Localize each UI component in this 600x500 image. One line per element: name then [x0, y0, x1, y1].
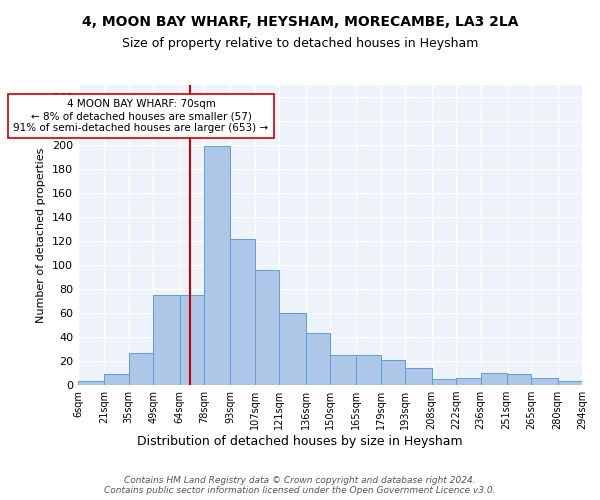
- Bar: [481, 373, 507, 385]
- Bar: [431, 379, 456, 385]
- Bar: [230, 238, 255, 385]
- Text: Distribution of detached houses by size in Heysham: Distribution of detached houses by size …: [137, 435, 463, 448]
- Bar: [153, 295, 179, 385]
- Bar: [405, 368, 431, 385]
- Text: Size of property relative to detached houses in Heysham: Size of property relative to detached ho…: [122, 38, 478, 51]
- Bar: [381, 360, 405, 385]
- Bar: [104, 374, 129, 385]
- Text: 4 MOON BAY WHARF: 70sqm
← 8% of detached houses are smaller (57)
91% of semi-det: 4 MOON BAY WHARF: 70sqm ← 8% of detached…: [13, 100, 269, 132]
- Text: Contains HM Land Registry data © Crown copyright and database right 2024.
Contai: Contains HM Land Registry data © Crown c…: [104, 476, 496, 495]
- Bar: [78, 382, 104, 385]
- Bar: [557, 382, 582, 385]
- Y-axis label: Number of detached properties: Number of detached properties: [37, 148, 46, 322]
- Bar: [255, 270, 279, 385]
- Bar: [531, 378, 557, 385]
- Text: 4, MOON BAY WHARF, HEYSHAM, MORECAMBE, LA3 2LA: 4, MOON BAY WHARF, HEYSHAM, MORECAMBE, L…: [82, 15, 518, 29]
- Bar: [179, 295, 204, 385]
- Bar: [279, 313, 305, 385]
- Bar: [305, 334, 330, 385]
- Bar: [204, 146, 230, 385]
- Bar: [456, 378, 481, 385]
- Bar: [507, 374, 531, 385]
- Bar: [129, 352, 153, 385]
- Bar: [356, 355, 381, 385]
- Bar: [330, 355, 356, 385]
